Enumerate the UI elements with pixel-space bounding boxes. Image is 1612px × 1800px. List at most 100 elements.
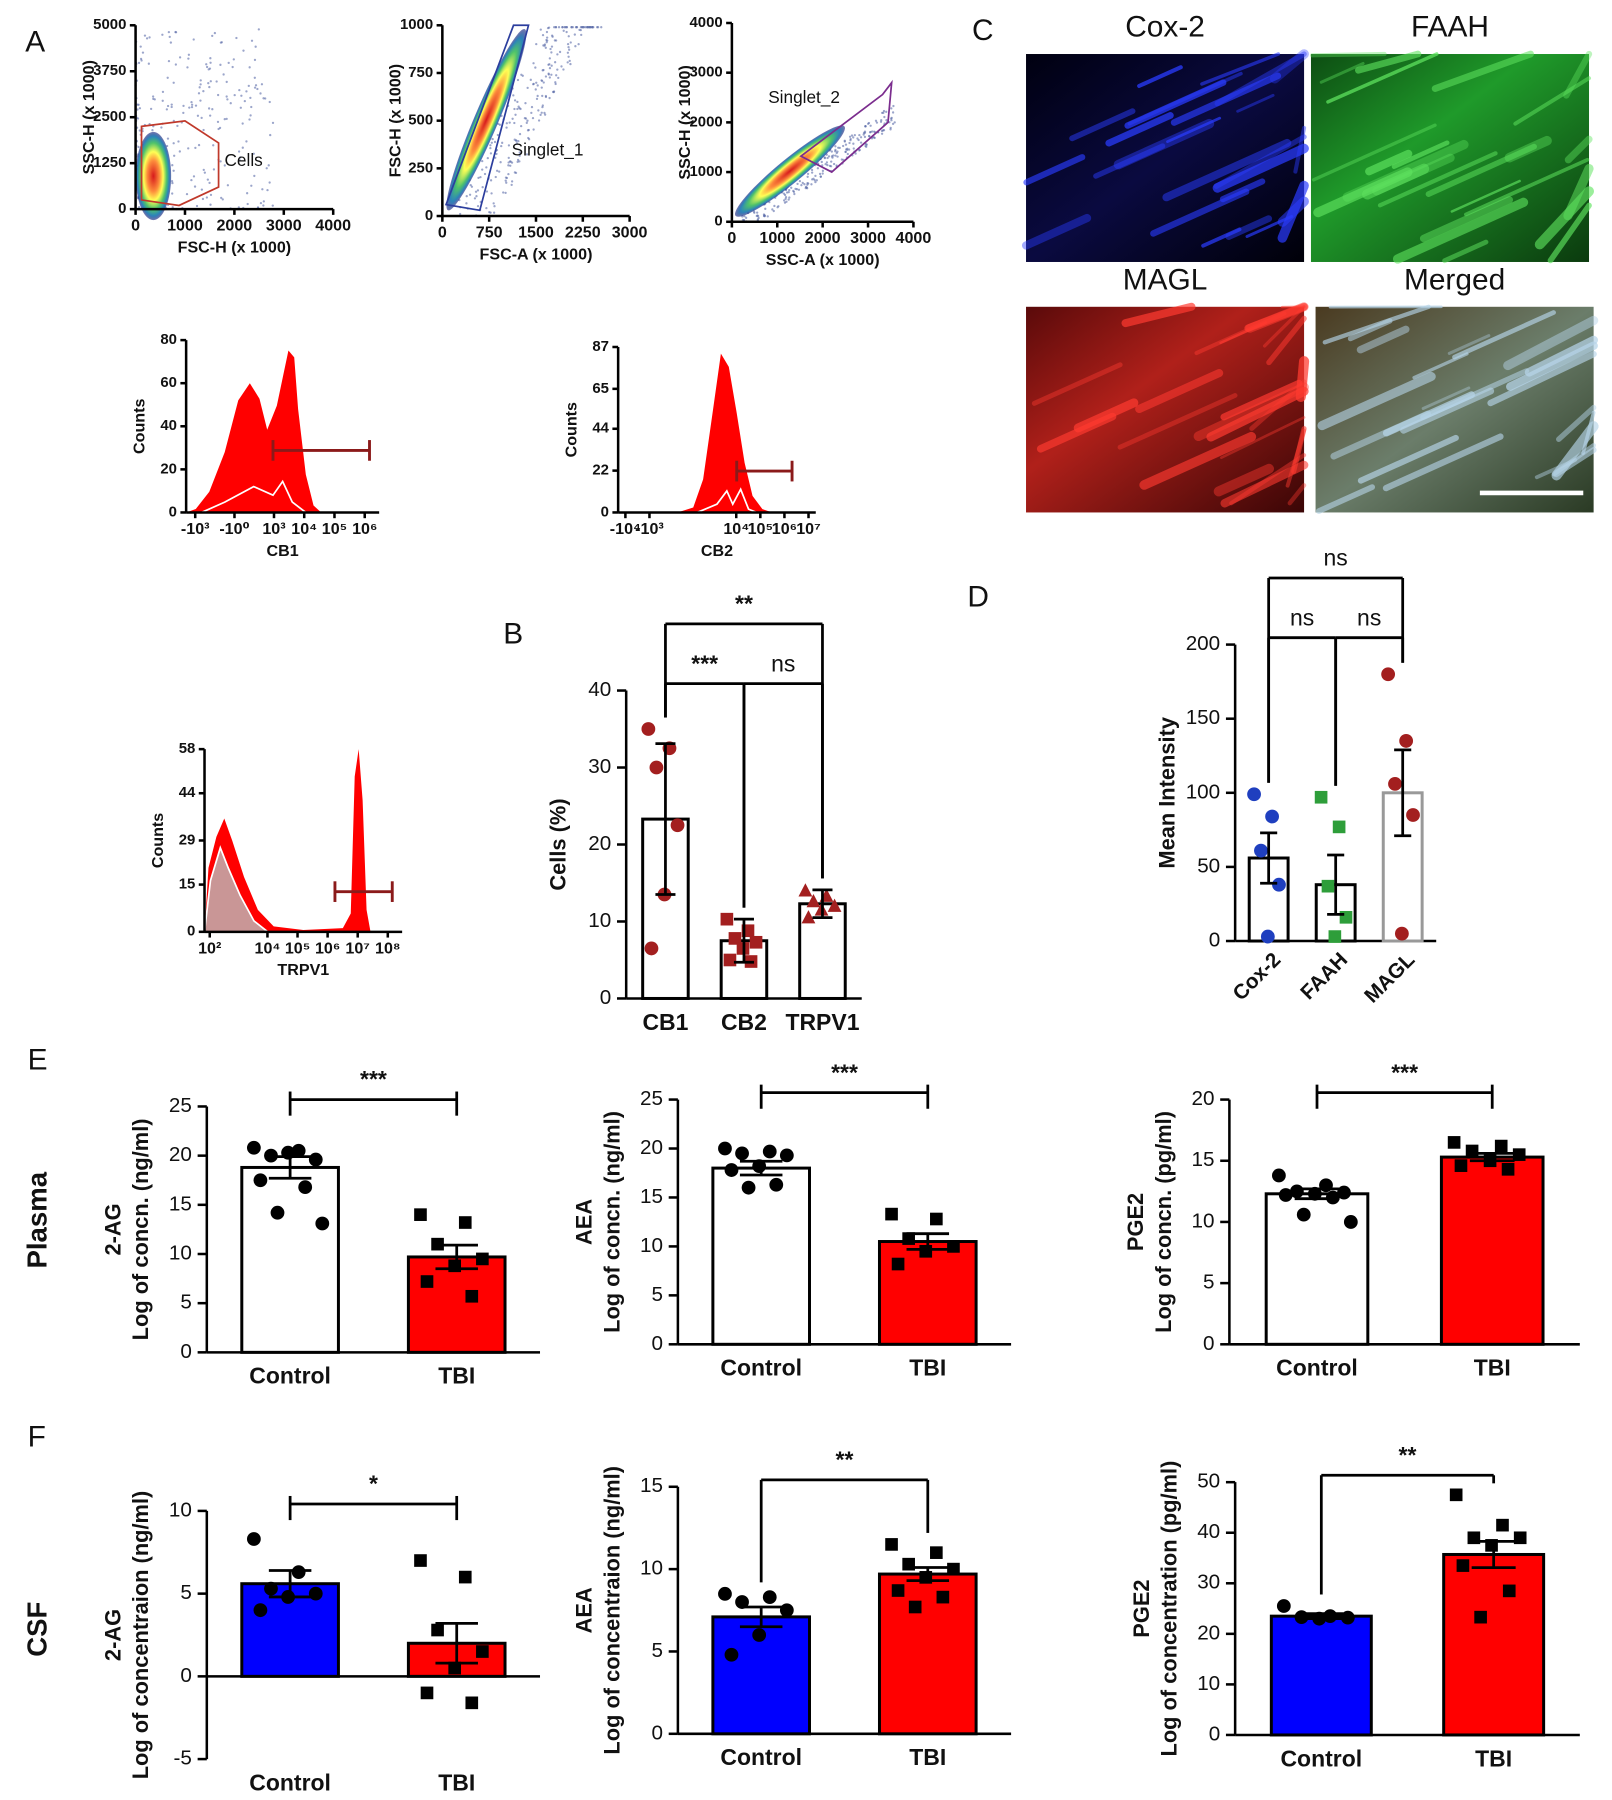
significance-label: ** xyxy=(836,1447,854,1473)
event-dot xyxy=(166,104,170,108)
data-point xyxy=(1494,1139,1508,1153)
event-dot xyxy=(812,177,815,180)
event-dot xyxy=(219,160,222,163)
data-point xyxy=(1247,787,1261,802)
data-point xyxy=(1512,1148,1526,1161)
event-dot xyxy=(524,102,527,105)
data-point xyxy=(448,1259,462,1273)
fiber xyxy=(1200,52,1281,86)
data-point xyxy=(476,1252,489,1266)
event-dot xyxy=(553,39,557,42)
significance-label: *** xyxy=(1391,1059,1418,1085)
event-dot xyxy=(505,122,508,125)
event-dot xyxy=(262,204,265,207)
x-axis-label: FSC-A (x 1000) xyxy=(480,245,593,263)
fiber xyxy=(1464,157,1590,217)
data-point xyxy=(735,1146,749,1161)
data-point xyxy=(1276,1599,1291,1613)
data-point xyxy=(930,1546,943,1559)
event-dot xyxy=(842,144,845,148)
event-dot xyxy=(862,131,866,135)
y-tick-label: 0 xyxy=(1209,1722,1221,1745)
event-dot xyxy=(580,33,583,37)
x-tick-label: 10⁵ xyxy=(322,520,347,538)
event-dot xyxy=(225,80,228,84)
fiber xyxy=(1503,315,1599,371)
y-tick-label: 5 xyxy=(651,1639,663,1662)
event-dot xyxy=(268,181,271,184)
data-point xyxy=(1454,1159,1468,1172)
event-dot xyxy=(161,33,164,36)
event-dot xyxy=(209,57,212,60)
data-point xyxy=(724,1647,739,1662)
data-point xyxy=(641,722,656,736)
y-axis-label: PGE2 xyxy=(1123,1193,1148,1251)
x-tick-label: 0 xyxy=(438,224,447,242)
data-point xyxy=(735,1595,749,1609)
event-dot xyxy=(507,161,510,164)
event-dot xyxy=(849,139,852,142)
event-dot xyxy=(250,39,254,42)
event-dot xyxy=(832,154,835,157)
event-dot xyxy=(744,216,748,219)
event-dot xyxy=(470,185,474,188)
event-dot xyxy=(165,108,168,111)
event-dot xyxy=(187,57,190,60)
event-dot xyxy=(229,102,232,105)
panel-label: F xyxy=(28,1420,46,1453)
event-dot xyxy=(136,117,140,120)
event-dot xyxy=(536,94,539,98)
event-dot xyxy=(249,96,252,99)
event-dot xyxy=(223,118,226,121)
significance-label: *** xyxy=(691,650,718,676)
y-tick-label: 0 xyxy=(651,1721,663,1744)
fiber xyxy=(1391,140,1450,169)
event-dot xyxy=(867,122,870,125)
fiber xyxy=(1245,302,1309,333)
event-dot xyxy=(245,192,249,195)
x-tick-label: TBI xyxy=(1475,1745,1512,1771)
data-point xyxy=(947,1562,960,1576)
data-point xyxy=(902,1232,915,1245)
y-axis-label: Counts xyxy=(130,399,148,454)
data-point xyxy=(476,1645,489,1658)
event-dot xyxy=(834,148,837,152)
event-dot xyxy=(209,80,212,83)
row-label: CSF xyxy=(21,1602,52,1657)
x-tick-label: Control xyxy=(249,1363,331,1389)
event-dot xyxy=(874,119,878,122)
y-tick-label: 10 xyxy=(169,1498,192,1521)
event-dot xyxy=(803,183,806,186)
x-tick-label: 10⁶ xyxy=(352,520,377,538)
x-tick-label: 10⁴ xyxy=(255,939,281,957)
event-dot xyxy=(170,180,174,183)
event-dot xyxy=(192,175,196,178)
data-point xyxy=(1340,1610,1355,1625)
y-tick-label: 500 xyxy=(408,112,433,129)
event-dot xyxy=(821,172,824,175)
fiber xyxy=(1524,335,1598,377)
fiber xyxy=(1213,463,1275,497)
event-dot xyxy=(151,95,155,98)
gate-label: Cells xyxy=(225,150,263,170)
event-dot xyxy=(208,181,211,185)
data-point xyxy=(253,1173,268,1188)
event-dot xyxy=(202,90,205,93)
data-point xyxy=(947,1240,960,1253)
event-dot xyxy=(190,178,193,182)
y-tick-label: 1250 xyxy=(93,154,126,171)
x-tick-label: 10⁵ xyxy=(285,939,310,957)
significance-label: ns xyxy=(1324,545,1348,571)
data-point xyxy=(1496,1518,1509,1532)
event-dot xyxy=(573,33,576,36)
event-dot xyxy=(261,188,264,191)
data-point xyxy=(1406,808,1420,822)
y-tick-label: 15 xyxy=(179,876,196,893)
y-tick-label: 0 xyxy=(118,200,126,217)
event-dot xyxy=(161,99,164,102)
event-dot xyxy=(890,107,893,110)
x-tick-label: 10² xyxy=(198,939,222,957)
event-dot xyxy=(269,133,272,137)
event-dot xyxy=(508,121,511,124)
event-dot xyxy=(171,192,174,195)
